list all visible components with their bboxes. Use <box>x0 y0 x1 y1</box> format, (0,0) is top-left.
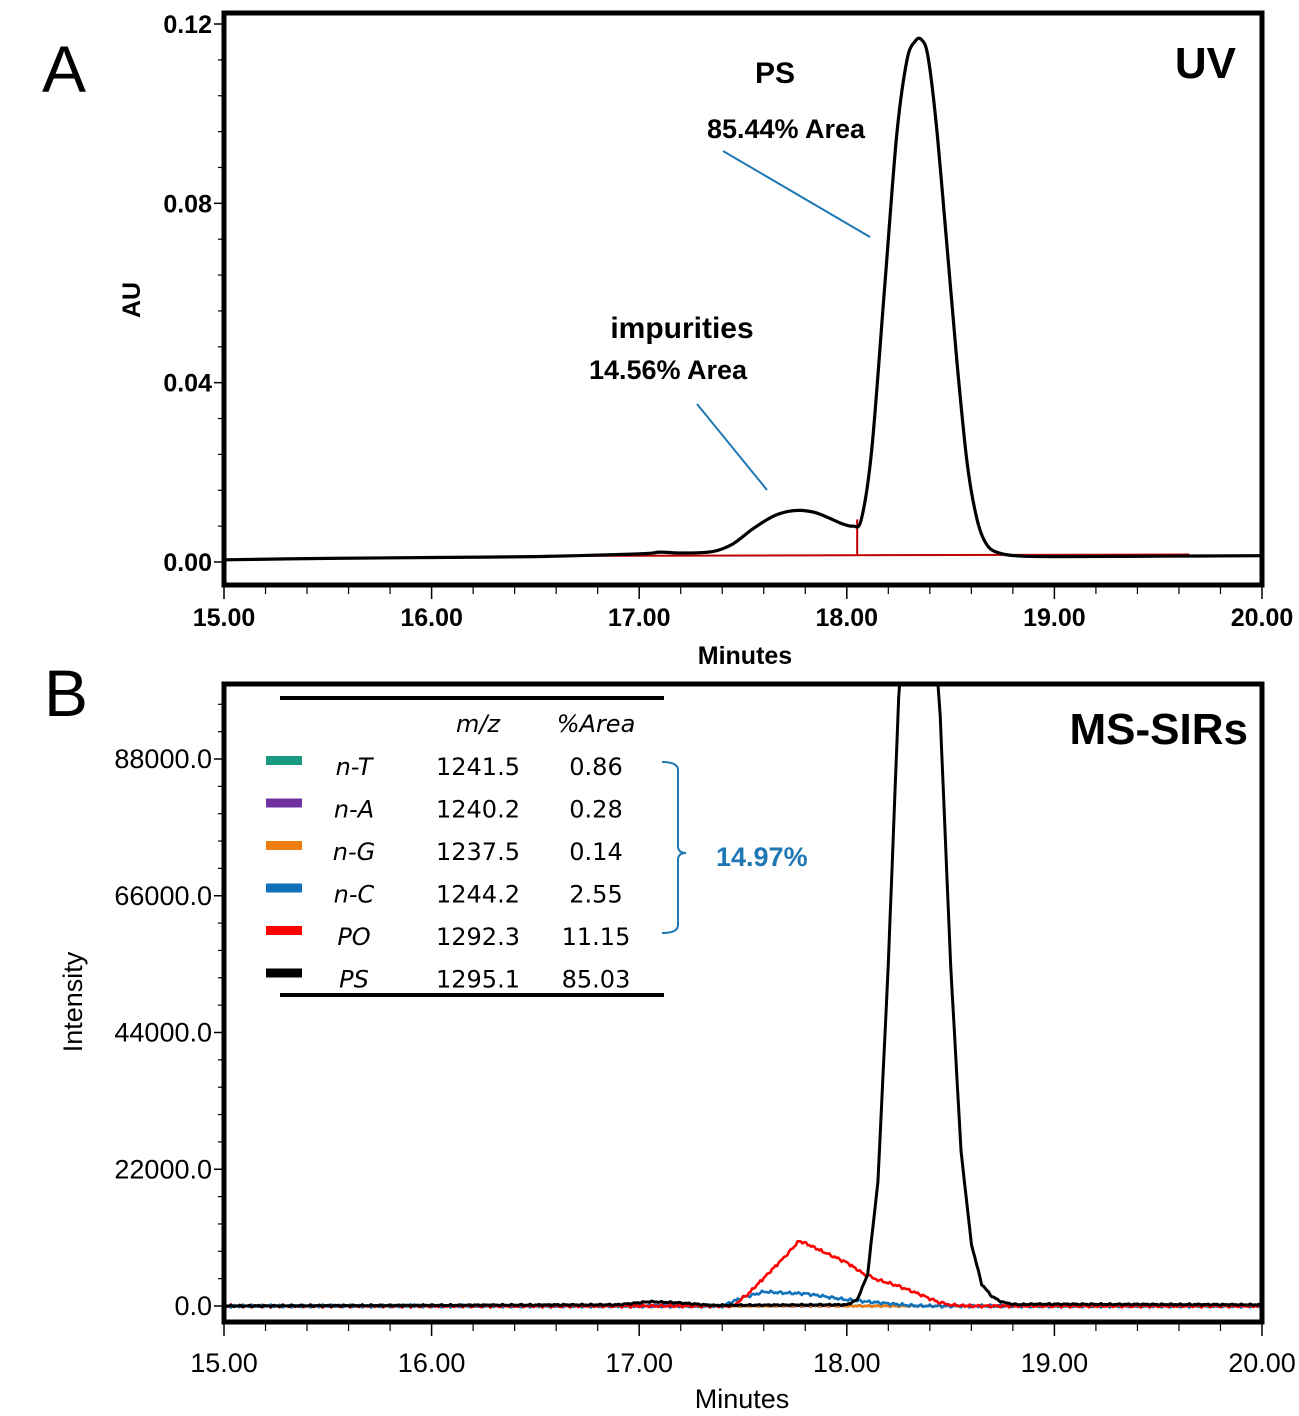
legend-area-value: 11.15 <box>562 923 631 951</box>
x-tick-label: 16.00 <box>400 604 463 632</box>
panel-a-uv-chart: 0.00 0.04 0.08 0.12 15.00 16.00 17.00 18.00 19.… <box>118 10 1294 670</box>
legend-series-name: PS <box>339 966 369 994</box>
panel-a-letter: A <box>42 32 86 106</box>
legend-swatch <box>266 841 302 850</box>
legend-area-value: 0.14 <box>569 838 622 866</box>
legend-series-name: n-A <box>334 796 374 824</box>
x-tick-label: 18.00 <box>813 1348 881 1378</box>
x-tick-label: 17.00 <box>605 1348 673 1378</box>
legend-table: m/z %Area n-T 1241.5 0.86 n-A 1240.2 0.28 n-G 1… <box>266 696 664 997</box>
y-tick-label: 44000.0 <box>114 1018 212 1048</box>
panel-a-y-axis: 0.00 0.04 0.08 0.12 <box>163 11 224 577</box>
panel-a-frame <box>221 10 1265 588</box>
x-tick-label: 15.00 <box>190 1348 258 1378</box>
legend-row: n-A 1240.2 0.28 <box>266 796 623 824</box>
x-tick-label: 20.00 <box>1231 604 1294 632</box>
legend-swatch <box>266 883 302 893</box>
legend-swatch <box>266 926 302 935</box>
panel-b-title: MS-SIRs <box>1070 705 1248 754</box>
panel-a-x-axis-label: Minutes <box>698 642 792 670</box>
x-tick-label: 16.00 <box>398 1348 466 1378</box>
legend-mz-value: 1295.1 <box>436 966 520 994</box>
panel-b-plot-area <box>224 684 1262 1309</box>
legend-area-value: 0.28 <box>569 796 622 824</box>
ps-peak-area: 85.44% Area <box>707 114 866 144</box>
legend-row: PO 1292.3 11.15 <box>266 923 630 951</box>
legend-swatch <box>266 756 302 765</box>
impurity-bracket <box>661 761 687 934</box>
x-tick-label: 15.00 <box>193 604 256 632</box>
impurities-area: 14.56% Area <box>589 355 748 385</box>
legend-area-value: 2.55 <box>569 881 622 909</box>
legend-swatch <box>266 968 302 978</box>
y-tick-label: 66000.0 <box>114 881 212 911</box>
y-tick-label: 22000.0 <box>114 1154 212 1184</box>
panel-a-y-axis-label: AU <box>118 282 146 318</box>
impurity-total-area: 14.97% <box>716 842 808 872</box>
legend-mz-value: 1244.2 <box>436 881 520 909</box>
y-tick-label: 0.0 <box>174 1291 212 1321</box>
panel-b-frame <box>221 681 1265 1325</box>
y-tick-label: 0.04 <box>163 370 212 398</box>
legend-row: n-G 1237.5 0.14 <box>266 838 623 866</box>
legend-header-area: %Area <box>557 710 636 738</box>
y-tick-label: 88000.0 <box>114 744 212 774</box>
ps-peak-label: PS <box>755 57 795 90</box>
panel-b-letter: B <box>44 656 88 730</box>
panel-b-x-axis: 15.00 16.00 17.00 18.00 19.00 20.00 <box>190 1322 1296 1378</box>
legend-mz-value: 1237.5 <box>436 838 520 866</box>
legend-series-name: n-G <box>333 838 375 866</box>
legend-mz-value: 1292.3 <box>436 923 520 951</box>
legend-area-value: 85.03 <box>562 966 631 994</box>
uv-trace-line <box>224 36 1262 562</box>
trace-po-line <box>224 1239 1262 1309</box>
y-tick-label: 0.12 <box>163 11 212 39</box>
panel-b-y-axis: 0.0 22000.0 44000.0 66000.0 88000.0 <box>114 703 224 1321</box>
panel-a-title: UV <box>1175 39 1237 88</box>
trace-ps-line <box>224 684 1262 1309</box>
legend-mz-value: 1241.5 <box>436 753 520 781</box>
x-tick-label: 17.00 <box>608 604 671 632</box>
integration-baseline <box>545 553 1190 557</box>
legend-mz-value: 1240.2 <box>436 796 520 824</box>
x-tick-label: 19.00 <box>1021 1348 1089 1378</box>
legend-row: n-T 1241.5 0.86 <box>266 753 623 781</box>
x-tick-label: 18.00 <box>816 604 879 632</box>
panel-b-y-axis-label: Intensity <box>58 951 88 1052</box>
legend-series-name: n-T <box>336 753 375 781</box>
legend-series-name: PO <box>337 923 370 951</box>
x-tick-label: 20.00 <box>1228 1348 1296 1378</box>
ps-pointer-line <box>722 150 871 238</box>
legend-row: PS 1295.1 85.03 <box>266 966 630 994</box>
legend-header-mz: m/z <box>456 710 501 738</box>
y-tick-label: 0.08 <box>163 190 212 218</box>
panel-b-x-axis-label: Minutes <box>695 1384 790 1414</box>
legend-swatch <box>266 798 302 808</box>
legend-row: n-C 1244.2 2.55 <box>266 881 623 909</box>
impurities-pointer-line <box>696 403 768 491</box>
impurities-label: impurities <box>610 312 753 345</box>
y-tick-label: 0.00 <box>163 549 212 577</box>
legend-series-name: n-C <box>334 881 375 909</box>
panel-a-x-axis: 15.00 16.00 17.00 18.00 19.00 20.00 <box>193 585 1294 632</box>
legend-area-value: 0.86 <box>569 753 622 781</box>
panel-b-ms-chart: 0.0 22000.0 44000.0 66000.0 88000.0 15.00 16.… <box>58 681 1296 1414</box>
x-tick-label: 19.00 <box>1023 604 1086 632</box>
panel-a-plot-area <box>224 36 1262 562</box>
